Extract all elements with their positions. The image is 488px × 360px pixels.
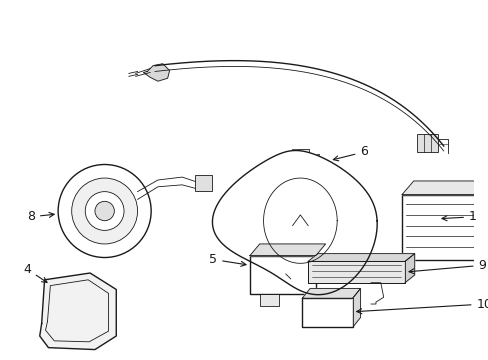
Polygon shape xyxy=(143,64,169,81)
Text: 6: 6 xyxy=(333,145,367,161)
Polygon shape xyxy=(401,181,488,194)
Polygon shape xyxy=(212,150,376,295)
Text: 9: 9 xyxy=(408,259,486,274)
Text: 10: 10 xyxy=(356,297,488,314)
Polygon shape xyxy=(40,273,116,350)
Polygon shape xyxy=(307,254,414,261)
Text: 8: 8 xyxy=(27,210,54,223)
Text: 1: 1 xyxy=(441,210,476,223)
Text: 7: 7 xyxy=(0,359,1,360)
Circle shape xyxy=(293,152,306,166)
FancyBboxPatch shape xyxy=(259,294,279,306)
Text: 4: 4 xyxy=(23,263,47,282)
Circle shape xyxy=(58,165,151,257)
Text: 3: 3 xyxy=(0,359,1,360)
Text: 5: 5 xyxy=(209,253,245,266)
Polygon shape xyxy=(404,254,414,283)
FancyBboxPatch shape xyxy=(416,134,437,152)
FancyBboxPatch shape xyxy=(302,298,352,327)
Circle shape xyxy=(95,201,114,221)
Polygon shape xyxy=(249,244,325,256)
Text: 2: 2 xyxy=(0,359,1,360)
FancyBboxPatch shape xyxy=(307,261,404,283)
Polygon shape xyxy=(352,288,360,327)
Circle shape xyxy=(72,178,137,244)
FancyBboxPatch shape xyxy=(291,149,308,168)
Polygon shape xyxy=(302,288,360,298)
FancyBboxPatch shape xyxy=(194,175,212,191)
FancyBboxPatch shape xyxy=(401,194,488,260)
FancyBboxPatch shape xyxy=(249,256,315,294)
Circle shape xyxy=(85,192,124,230)
